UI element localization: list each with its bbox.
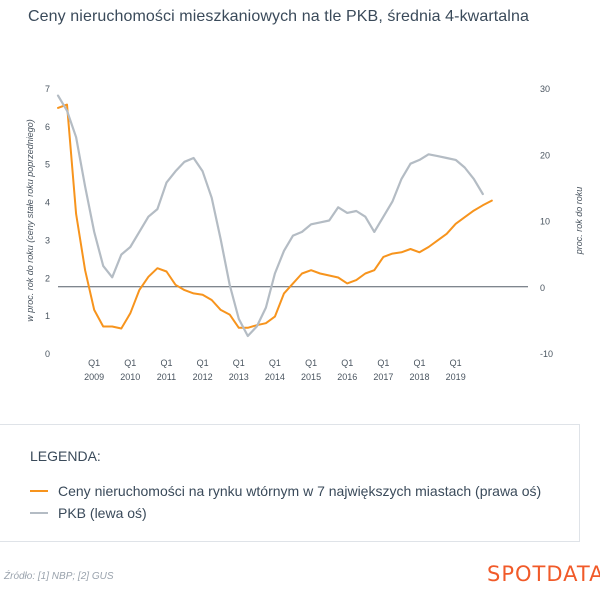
left-tick-label: 1 — [45, 311, 50, 321]
legend-item-prices: Ceny nieruchomości na rynku wtórnym w 7 … — [30, 483, 541, 499]
x-tick-year: 2016 — [337, 372, 357, 382]
chart-svg: 0 1 2 3 4 5 6 7 -10 0 10 20 30 w proc. rok do roku (c… — [25, 84, 584, 382]
right-tick-label: 30 — [540, 84, 550, 94]
legend-swatch-prices — [30, 490, 48, 492]
legend-item-gdp: PKB (lewa oś) — [30, 505, 147, 521]
right-tick-label: -10 — [540, 349, 553, 359]
legend-swatch-gdp — [30, 512, 48, 514]
left-tick-label: 2 — [45, 273, 50, 283]
series-line-gdp — [56, 94, 484, 338]
right-axis-title: proc. rok do roku — [574, 187, 584, 256]
legend-label-gdp: PKB (lewa oś) — [58, 505, 147, 521]
x-tick-quarter: Q1 — [197, 358, 209, 368]
left-tick-label: 5 — [45, 160, 50, 170]
chart-title: Ceny nieruchomości mieszkaniowych na tle… — [28, 8, 529, 25]
x-tick-year: 2012 — [193, 372, 213, 382]
right-tick-label: 0 — [540, 283, 545, 293]
legend-box — [0, 424, 580, 542]
x-tick-quarter: Q1 — [377, 358, 389, 368]
x-tick-quarter: Q1 — [414, 358, 426, 368]
x-tick-quarter: Q1 — [124, 358, 136, 368]
legend-title: LEGENDA: — [30, 448, 101, 464]
x-tick-quarter: Q1 — [160, 358, 172, 368]
source-note: Źródło: [1] NBP; [2] GUS — [4, 571, 114, 582]
left-tick-label: 0 — [45, 349, 50, 359]
x-tick-year: 2019 — [446, 372, 466, 382]
series-line-prices — [57, 103, 493, 330]
left-tick-label: 3 — [45, 235, 50, 245]
legend-label-prices: Ceny nieruchomości na rynku wtórnym w 7 … — [58, 483, 542, 499]
brand-logo: SPOTDATA — [487, 562, 600, 586]
x-tick-year: 2009 — [84, 372, 104, 382]
x-tick-year: 2011 — [157, 372, 176, 382]
left-tick-label: 4 — [45, 198, 50, 208]
x-tick-quarter: Q1 — [88, 358, 100, 368]
x-tick-quarter: Q1 — [233, 358, 245, 368]
right-tick-label: 10 — [540, 217, 550, 227]
x-tick-quarter: Q1 — [450, 358, 462, 368]
x-tick-year: 2017 — [373, 372, 393, 382]
right-tick-label: 20 — [540, 150, 550, 160]
left-tick-label: 7 — [45, 84, 50, 94]
left-tick-label: 6 — [45, 122, 50, 132]
left-axis-title: w proc. rok do roku (ceny stałe roku pop… — [25, 119, 35, 322]
x-tick-year: 2010 — [120, 372, 140, 382]
x-tick-year: 2014 — [265, 372, 285, 382]
x-tick-quarter: Q1 — [269, 358, 281, 368]
x-tick-quarter: Q1 — [341, 358, 353, 368]
x-tick-quarter: Q1 — [305, 358, 317, 368]
x-tick-year: 2015 — [301, 372, 321, 382]
x-tick-year: 2013 — [229, 372, 249, 382]
x-tick-year: 2018 — [410, 372, 430, 382]
